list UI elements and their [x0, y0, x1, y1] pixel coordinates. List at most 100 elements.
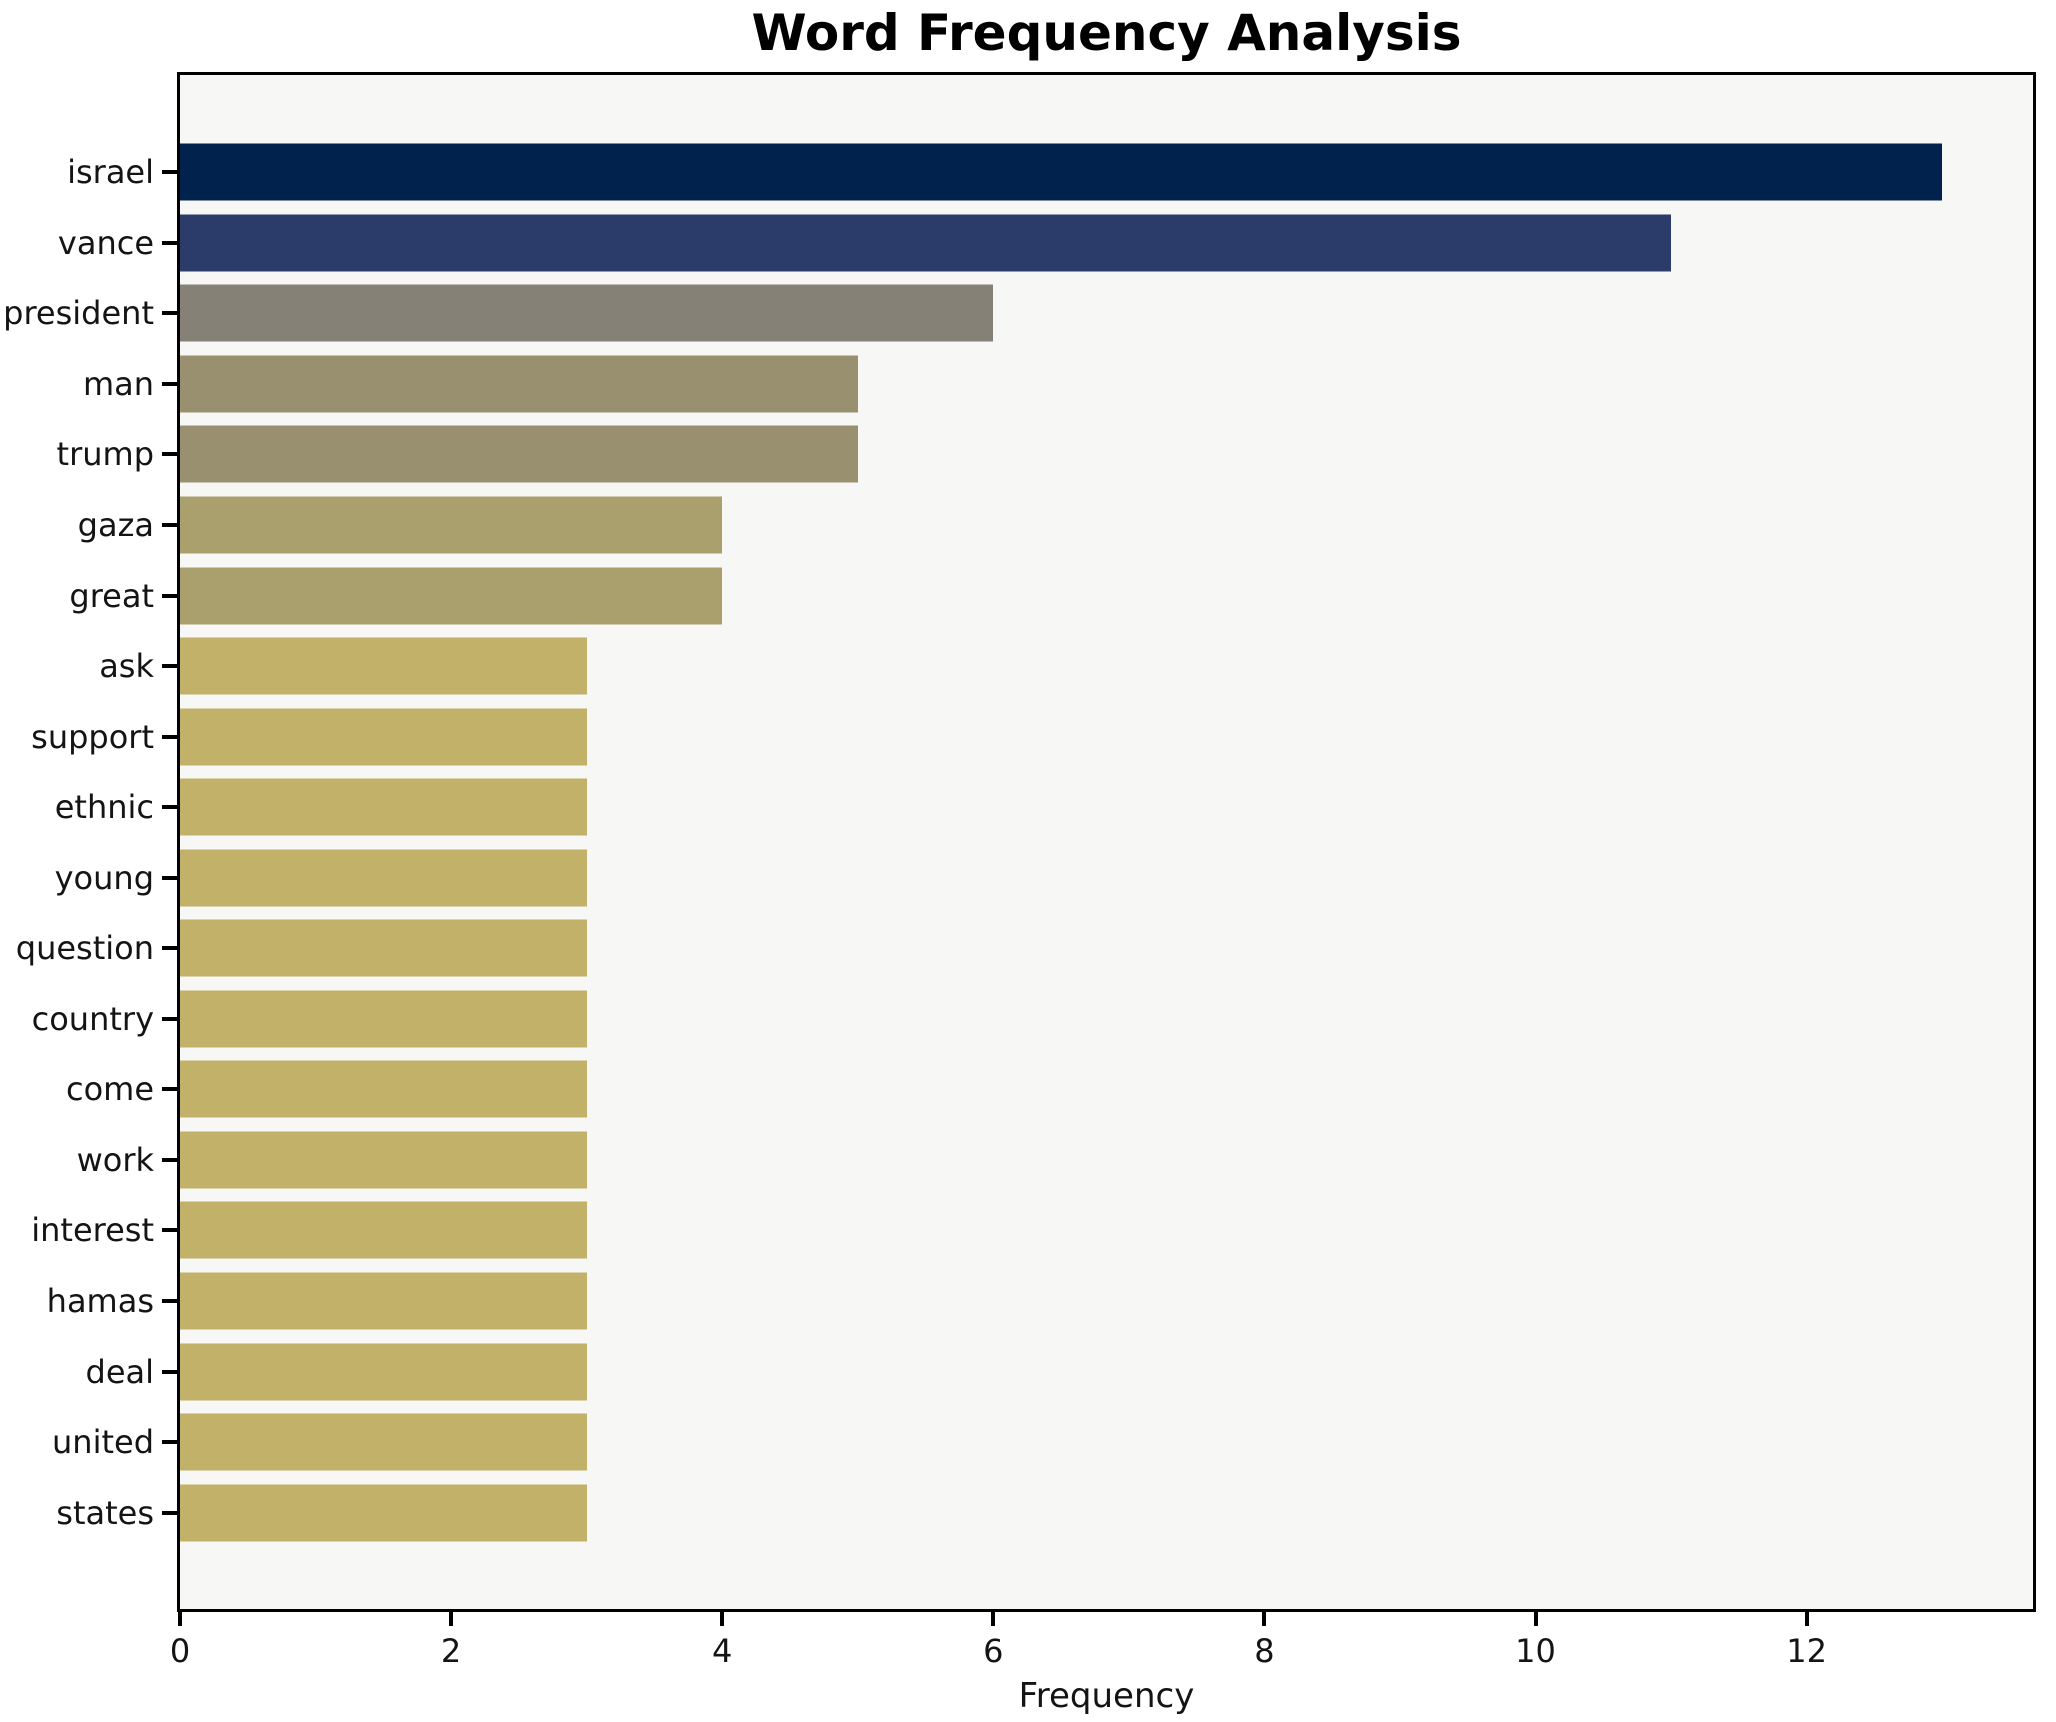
bar-ask — [180, 637, 587, 695]
plot-area: israel vance president man trump gaza great ask… — [3, 72, 2036, 1612]
x-tick-mark — [720, 1612, 725, 1626]
y-tick-label: states — [56, 1493, 154, 1532]
x-tick-mark — [1804, 1612, 1809, 1626]
bar-row: vance — [58, 208, 2033, 279]
bars-container: israel vance president man trump gaza great ask… — [3, 75, 2033, 1609]
y-tick-mark — [162, 664, 177, 669]
bar-row: young — [55, 842, 2033, 913]
y-tick-mark — [162, 1440, 177, 1445]
y-tick-mark — [162, 523, 177, 527]
y-tick-mark — [162, 1228, 177, 1233]
bar-interest — [180, 1201, 587, 1259]
bar-row: country — [32, 984, 2033, 1055]
y-tick-label: united — [52, 1423, 154, 1462]
bar-row: ask — [99, 631, 2033, 702]
bar-gaza — [180, 496, 723, 554]
bar-row: trump — [57, 419, 2033, 490]
y-tick-mark — [162, 1510, 177, 1515]
y-tick-label: country — [31, 999, 154, 1038]
bar-row: ethnic — [55, 772, 2033, 843]
bar-row: great — [69, 560, 2033, 631]
bar-trump — [180, 425, 858, 483]
y-tick-label: hamas — [46, 1282, 154, 1321]
bar-young — [180, 849, 587, 907]
chart-title: Word Frequency Analysis — [751, 4, 1462, 62]
bar-work — [180, 1131, 587, 1189]
bar-row: work — [77, 1125, 2033, 1196]
bar-president — [180, 284, 994, 342]
y-tick-label: trump — [56, 435, 154, 474]
x-tick-mark — [1262, 1612, 1267, 1626]
x-tick-label: 0 — [169, 1632, 191, 1670]
y-tick-label: gaza — [77, 506, 154, 544]
bar-row: come — [66, 1054, 2033, 1125]
y-tick-mark — [162, 875, 177, 880]
bar-states — [180, 1484, 587, 1542]
bar-great — [180, 567, 723, 625]
bar-row: support — [31, 701, 2033, 772]
y-tick-label: man — [82, 364, 154, 403]
y-tick-label: deal — [85, 1352, 155, 1391]
bar-row: man — [83, 349, 2033, 420]
x-tick-label: 8 — [1254, 1632, 1275, 1670]
bar-row: question — [16, 913, 2033, 984]
bar-row: hamas — [47, 1266, 2033, 1337]
y-tick-label: come — [65, 1070, 154, 1109]
y-tick-mark — [162, 240, 177, 245]
y-tick-mark — [162, 381, 177, 386]
bar-question — [180, 919, 587, 977]
bar-man — [180, 355, 858, 413]
bar-israel — [180, 143, 1943, 201]
y-tick-label: great — [69, 576, 154, 615]
x-tick-mark — [1533, 1612, 1538, 1626]
x-axis: 0 2 4 6 8 10 12 — [170, 1612, 2033, 1672]
y-tick-label: israel — [67, 153, 154, 192]
y-tick-mark — [162, 1299, 177, 1304]
bar-row: president — [3, 278, 2033, 349]
bar-united — [180, 1413, 587, 1471]
y-tick-mark — [162, 1369, 177, 1374]
y-tick-mark — [162, 1016, 177, 1021]
x-tick-label: 10 — [1515, 1632, 1556, 1670]
y-tick-mark — [162, 1087, 177, 1092]
y-tick-mark — [162, 734, 177, 739]
y-tick-label: president — [3, 294, 154, 333]
bar-come — [180, 1060, 587, 1118]
y-tick-mark — [162, 1157, 177, 1162]
y-tick-label: interest — [31, 1211, 154, 1250]
y-tick-label: support — [31, 717, 154, 756]
y-tick-label: vance — [57, 223, 154, 262]
y-tick-mark — [162, 452, 177, 457]
bar-hamas — [180, 1272, 587, 1330]
x-tick-label: 2 — [440, 1632, 462, 1670]
x-tick-mark — [178, 1612, 182, 1626]
bar-row: states — [56, 1477, 2033, 1548]
y-tick-label: ask — [99, 647, 154, 686]
x-axis-label: Frequency — [1018, 1676, 1195, 1716]
bar-row: united — [52, 1407, 2033, 1478]
bar-row: israel — [67, 137, 2033, 208]
x-tick-mark — [449, 1612, 454, 1626]
x-tick-label: 6 — [983, 1632, 1004, 1670]
bar-row: gaza — [78, 490, 2033, 561]
y-tick-mark — [162, 946, 177, 951]
bar-row: interest — [31, 1195, 2033, 1266]
y-tick-mark — [162, 805, 177, 810]
y-tick-label: question — [15, 929, 154, 968]
bar-deal — [180, 1343, 587, 1401]
bar-row: deal — [86, 1336, 2033, 1407]
y-tick-label: ethnic — [54, 788, 154, 827]
bar-country — [180, 990, 587, 1048]
x-tick-mark — [991, 1612, 996, 1626]
y-tick-mark — [162, 170, 177, 175]
y-tick-mark — [162, 311, 177, 316]
bar-support — [180, 708, 587, 766]
x-tick-label: 12 — [1786, 1632, 1827, 1670]
y-tick-label: young — [54, 858, 154, 897]
y-tick-label: work — [76, 1140, 154, 1179]
x-tick-label: 4 — [712, 1632, 733, 1670]
y-tick-mark — [162, 593, 177, 598]
bar-ethnic — [180, 778, 587, 836]
bar-vance — [180, 214, 1672, 272]
